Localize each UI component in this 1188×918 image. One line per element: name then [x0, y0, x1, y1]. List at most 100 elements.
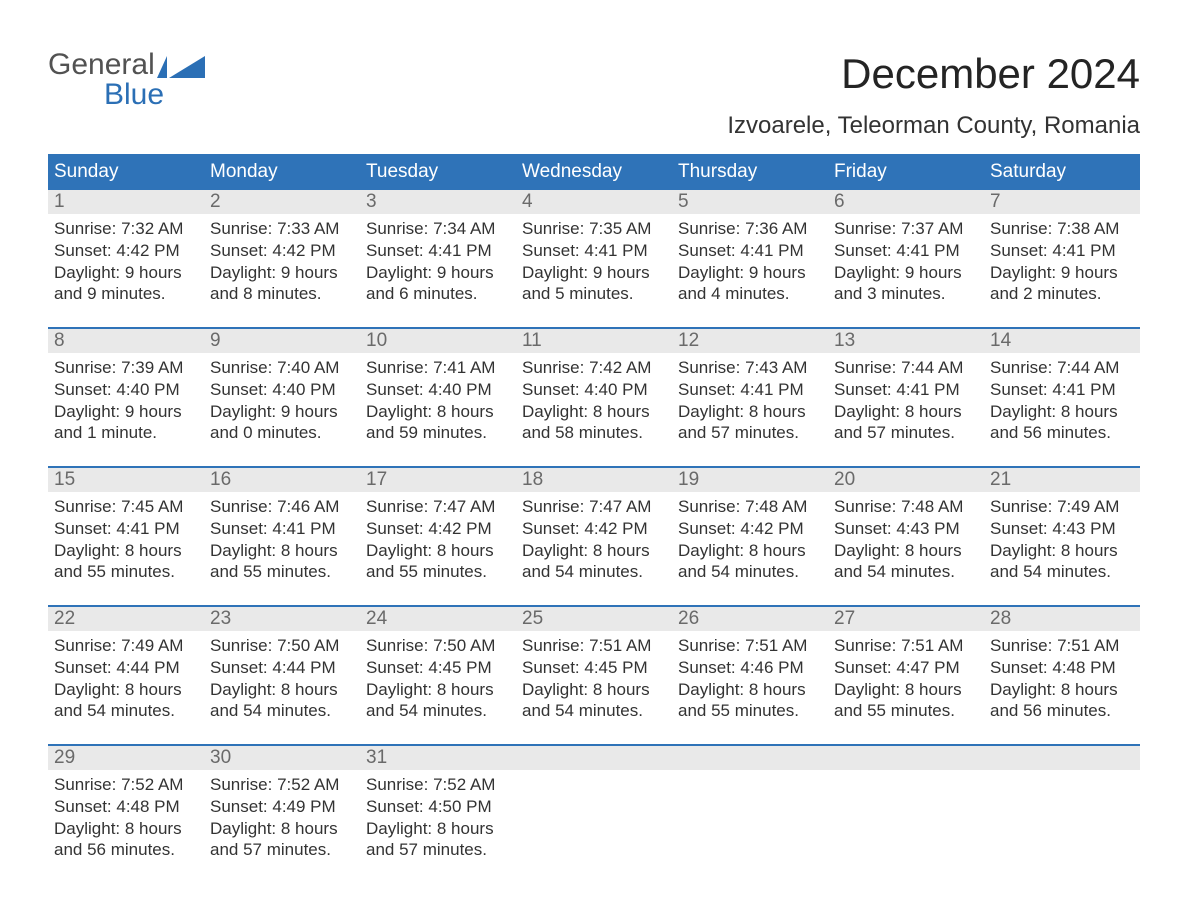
- sunrise-line: Sunrise: 7:36 AM: [678, 218, 822, 240]
- sunset-line: Sunset: 4:41 PM: [834, 240, 978, 262]
- day-cell: 23Sunrise: 7:50 AMSunset: 4:44 PMDayligh…: [204, 607, 360, 728]
- weekday-header-cell: Wednesday: [516, 154, 672, 190]
- day-number: 11: [516, 329, 672, 353]
- daylight-line-1: Daylight: 8 hours: [522, 540, 666, 562]
- day-cell: 28Sunrise: 7:51 AMSunset: 4:48 PMDayligh…: [984, 607, 1140, 728]
- day-cell: 15Sunrise: 7:45 AMSunset: 4:41 PMDayligh…: [48, 468, 204, 589]
- daylight-line-2: and 58 minutes.: [522, 422, 666, 444]
- day-number: 13: [828, 329, 984, 353]
- daylight-line-2: and 57 minutes.: [678, 422, 822, 444]
- sunset-line: Sunset: 4:41 PM: [990, 240, 1134, 262]
- day-cell: 30Sunrise: 7:52 AMSunset: 4:49 PMDayligh…: [204, 746, 360, 867]
- day-number: 30: [204, 746, 360, 770]
- sunrise-line: Sunrise: 7:45 AM: [54, 496, 198, 518]
- sunrise-line: Sunrise: 7:52 AM: [366, 774, 510, 796]
- day-number: 29: [48, 746, 204, 770]
- daylight-line-2: and 0 minutes.: [210, 422, 354, 444]
- weekday-header-cell: Sunday: [48, 154, 204, 190]
- weekday-header-cell: Tuesday: [360, 154, 516, 190]
- daylight-line-2: and 57 minutes.: [210, 839, 354, 861]
- sunset-line: Sunset: 4:44 PM: [210, 657, 354, 679]
- day-number: .: [984, 746, 1140, 770]
- day-cell: 21Sunrise: 7:49 AMSunset: 4:43 PMDayligh…: [984, 468, 1140, 589]
- daylight-line-2: and 54 minutes.: [522, 700, 666, 722]
- daylight-line-2: and 54 minutes.: [210, 700, 354, 722]
- daylight-line-2: and 57 minutes.: [834, 422, 978, 444]
- sunrise-line: Sunrise: 7:39 AM: [54, 357, 198, 379]
- sunrise-line: Sunrise: 7:47 AM: [366, 496, 510, 518]
- daylight-line-2: and 54 minutes.: [990, 561, 1134, 583]
- day-cell: 26Sunrise: 7:51 AMSunset: 4:46 PMDayligh…: [672, 607, 828, 728]
- daylight-line-1: Daylight: 8 hours: [210, 818, 354, 840]
- sunrise-line: Sunrise: 7:41 AM: [366, 357, 510, 379]
- sunrise-line: Sunrise: 7:43 AM: [678, 357, 822, 379]
- sunrise-line: Sunrise: 7:33 AM: [210, 218, 354, 240]
- logo: General Blue: [48, 50, 205, 110]
- day-cell: 16Sunrise: 7:46 AMSunset: 4:41 PMDayligh…: [204, 468, 360, 589]
- sunset-line: Sunset: 4:42 PM: [522, 518, 666, 540]
- day-cell: 12Sunrise: 7:43 AMSunset: 4:41 PMDayligh…: [672, 329, 828, 450]
- sunrise-line: Sunrise: 7:42 AM: [522, 357, 666, 379]
- day-cell: 18Sunrise: 7:47 AMSunset: 4:42 PMDayligh…: [516, 468, 672, 589]
- daylight-line-1: Daylight: 8 hours: [834, 401, 978, 423]
- daylight-line-2: and 9 minutes.: [54, 283, 198, 305]
- day-cell: 5Sunrise: 7:36 AMSunset: 4:41 PMDaylight…: [672, 190, 828, 311]
- weekday-header-cell: Monday: [204, 154, 360, 190]
- daylight-line-1: Daylight: 9 hours: [366, 262, 510, 284]
- sunset-line: Sunset: 4:41 PM: [678, 240, 822, 262]
- daylight-line-1: Daylight: 8 hours: [54, 679, 198, 701]
- daylight-line-2: and 2 minutes.: [990, 283, 1134, 305]
- daylight-line-1: Daylight: 8 hours: [366, 401, 510, 423]
- sunrise-line: Sunrise: 7:52 AM: [54, 774, 198, 796]
- sunset-line: Sunset: 4:49 PM: [210, 796, 354, 818]
- day-number: 25: [516, 607, 672, 631]
- day-cell: 8Sunrise: 7:39 AMSunset: 4:40 PMDaylight…: [48, 329, 204, 450]
- sunset-line: Sunset: 4:41 PM: [990, 379, 1134, 401]
- day-cell: .: [672, 746, 828, 867]
- day-cell: 2Sunrise: 7:33 AMSunset: 4:42 PMDaylight…: [204, 190, 360, 311]
- day-number: 23: [204, 607, 360, 631]
- day-number: 10: [360, 329, 516, 353]
- sunset-line: Sunset: 4:40 PM: [366, 379, 510, 401]
- logo-flag-icon: [157, 56, 205, 78]
- day-cell: 11Sunrise: 7:42 AMSunset: 4:40 PMDayligh…: [516, 329, 672, 450]
- sunrise-line: Sunrise: 7:46 AM: [210, 496, 354, 518]
- sunset-line: Sunset: 4:47 PM: [834, 657, 978, 679]
- sunset-line: Sunset: 4:45 PM: [366, 657, 510, 679]
- sunset-line: Sunset: 4:41 PM: [834, 379, 978, 401]
- day-number: 9: [204, 329, 360, 353]
- day-number: 7: [984, 190, 1140, 214]
- daylight-line-1: Daylight: 8 hours: [834, 540, 978, 562]
- daylight-line-2: and 54 minutes.: [54, 700, 198, 722]
- daylight-line-1: Daylight: 9 hours: [54, 262, 198, 284]
- day-cell: 7 Sunrise: 7:38 AMSunset: 4:41 PMDaylight…: [984, 190, 1140, 311]
- weekday-header-cell: Saturday: [984, 154, 1140, 190]
- sunrise-line: Sunrise: 7:51 AM: [990, 635, 1134, 657]
- day-cell: 22Sunrise: 7:49 AMSunset: 4:44 PMDayligh…: [48, 607, 204, 728]
- sunrise-line: Sunrise: 7:51 AM: [522, 635, 666, 657]
- sunrise-line: Sunrise: 7:40 AM: [210, 357, 354, 379]
- day-number: 1: [48, 190, 204, 214]
- sunset-line: Sunset: 4:43 PM: [834, 518, 978, 540]
- daylight-line-2: and 56 minutes.: [990, 700, 1134, 722]
- daylight-line-2: and 57 minutes.: [366, 839, 510, 861]
- day-number: 19: [672, 468, 828, 492]
- day-cell: 20Sunrise: 7:48 AMSunset: 4:43 PMDayligh…: [828, 468, 984, 589]
- day-number: 21: [984, 468, 1140, 492]
- sunrise-line: Sunrise: 7:38 AM: [990, 218, 1134, 240]
- daylight-line-1: Daylight: 9 hours: [990, 262, 1134, 284]
- day-number: 26: [672, 607, 828, 631]
- daylight-line-1: Daylight: 8 hours: [210, 679, 354, 701]
- logo-word1-row: General: [48, 50, 205, 80]
- week-row: 1Sunrise: 7:32 AMSunset: 4:42 PMDaylight…: [48, 190, 1140, 311]
- day-cell: 19Sunrise: 7:48 AMSunset: 4:42 PMDayligh…: [672, 468, 828, 589]
- sunset-line: Sunset: 4:41 PM: [54, 518, 198, 540]
- calendar: SundayMondayTuesdayWednesdayThursdayFrid…: [48, 154, 1140, 867]
- daylight-line-2: and 54 minutes.: [522, 561, 666, 583]
- daylight-line-2: and 3 minutes.: [834, 283, 978, 305]
- daylight-line-2: and 56 minutes.: [990, 422, 1134, 444]
- daylight-line-2: and 55 minutes.: [366, 561, 510, 583]
- day-number: 16: [204, 468, 360, 492]
- sunset-line: Sunset: 4:42 PM: [678, 518, 822, 540]
- daylight-line-2: and 55 minutes.: [678, 700, 822, 722]
